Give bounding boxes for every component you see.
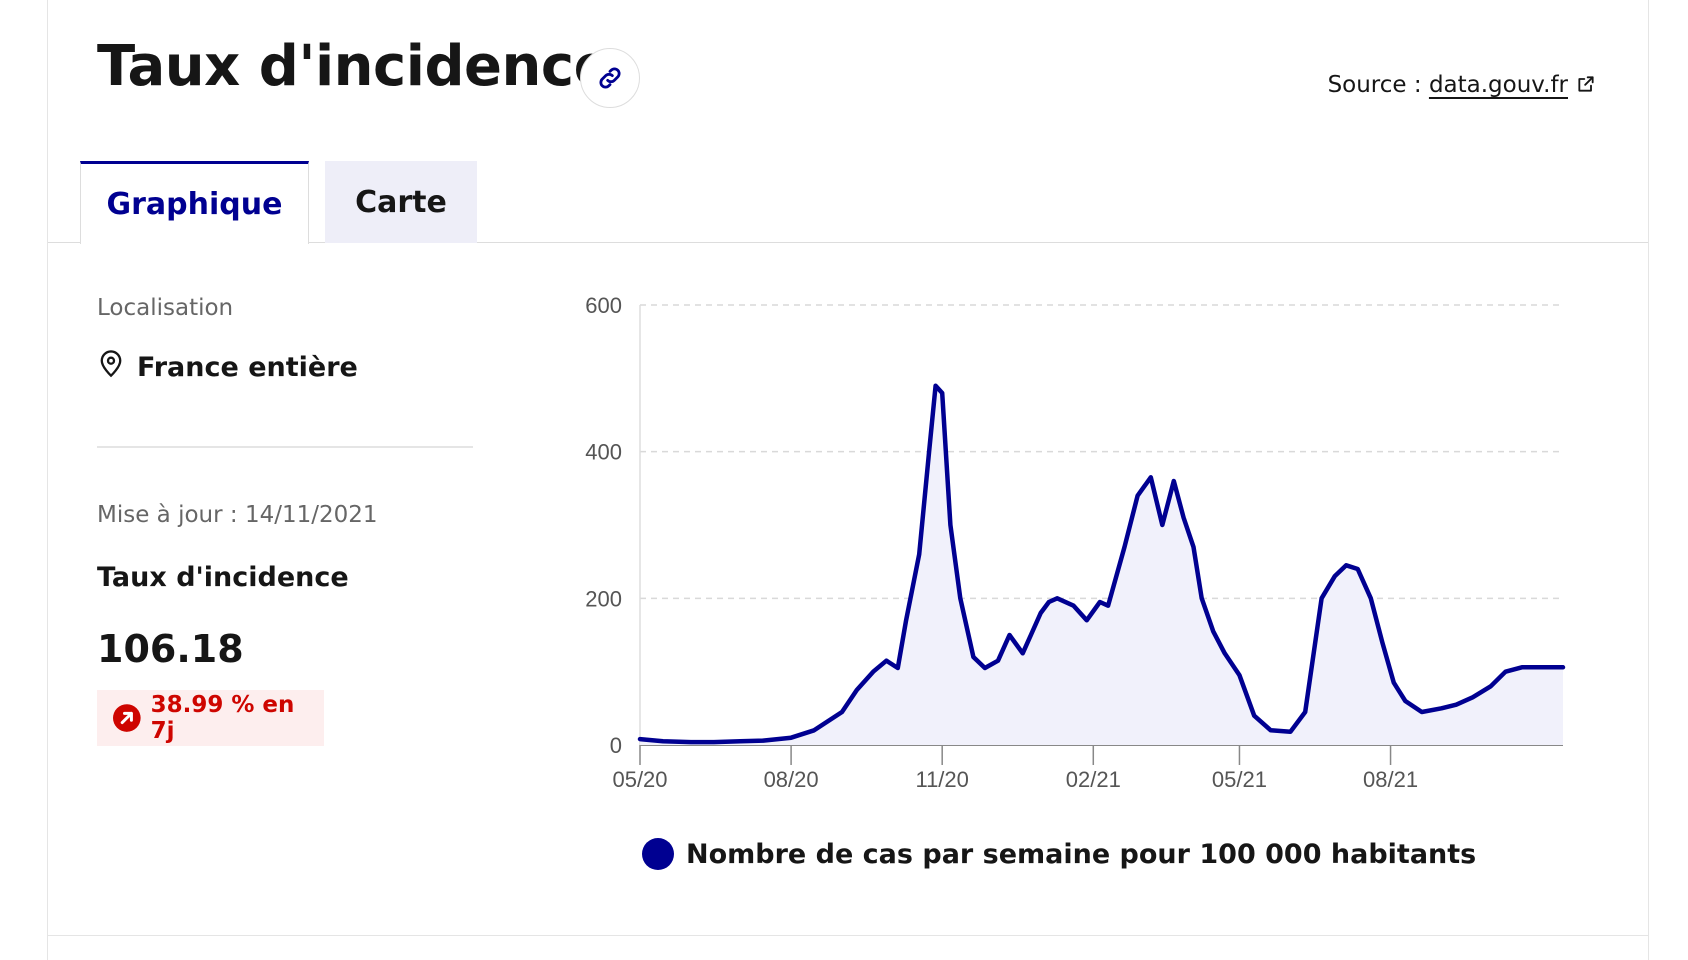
card-bottom-border bbox=[48, 935, 1648, 936]
arrow-up-right-icon bbox=[113, 704, 141, 732]
metric-name: Taux d'incidence bbox=[97, 562, 349, 593]
sidebar-divider bbox=[97, 446, 473, 448]
chart-legend: Nombre de cas par semaine pour 100 000 h… bbox=[642, 838, 1476, 870]
x-tick-label: 02/21 bbox=[1066, 767, 1121, 792]
y-tick-label: 600 bbox=[585, 293, 622, 318]
update-date: Mise à jour : 14/11/2021 bbox=[97, 502, 378, 528]
link-icon bbox=[599, 67, 621, 89]
tabs-divider bbox=[48, 242, 1648, 243]
tab-graphique[interactable]: Graphique bbox=[80, 161, 309, 244]
location-label: Localisation bbox=[97, 295, 234, 321]
map-pin-icon bbox=[100, 349, 122, 377]
x-tick-label: 08/21 bbox=[1363, 767, 1418, 792]
location-selector[interactable]: France entière bbox=[97, 349, 358, 383]
legend-label: Nombre de cas par semaine pour 100 000 h… bbox=[686, 838, 1477, 870]
metric-value: 106.18 bbox=[97, 627, 244, 671]
series-line bbox=[637, 383, 1566, 745]
source-link-label: data.gouv.fr bbox=[1428, 72, 1568, 98]
source-line: Source : data.gouv.fr bbox=[1328, 72, 1596, 98]
copy-link-button[interactable] bbox=[580, 48, 640, 108]
trend-text: 38.99 % en 7j bbox=[150, 692, 295, 744]
location-value: France entière bbox=[137, 352, 358, 383]
x-tick-label: 05/21 bbox=[1212, 767, 1267, 792]
external-link-icon bbox=[1578, 76, 1594, 92]
x-tick-label: 08/20 bbox=[764, 767, 819, 792]
y-tick-label: 200 bbox=[585, 586, 622, 611]
y-tick-label: 400 bbox=[585, 440, 622, 465]
tab-carte[interactable]: Carte bbox=[325, 161, 477, 243]
indicator-card bbox=[47, 0, 1649, 960]
trend-badge: 38.99 % en 7j bbox=[97, 690, 324, 746]
source-prefix: Source : bbox=[1327, 72, 1422, 98]
source-link[interactable]: data.gouv.fr bbox=[1429, 72, 1596, 98]
x-tick-label: 11/20 bbox=[915, 767, 968, 792]
y-tick-label: 0 bbox=[610, 733, 622, 758]
page-title: Taux d'incidence bbox=[97, 34, 612, 99]
legend-swatch bbox=[642, 838, 674, 870]
series-area bbox=[640, 385, 1563, 745]
x-tick-label: 05/20 bbox=[612, 767, 667, 792]
